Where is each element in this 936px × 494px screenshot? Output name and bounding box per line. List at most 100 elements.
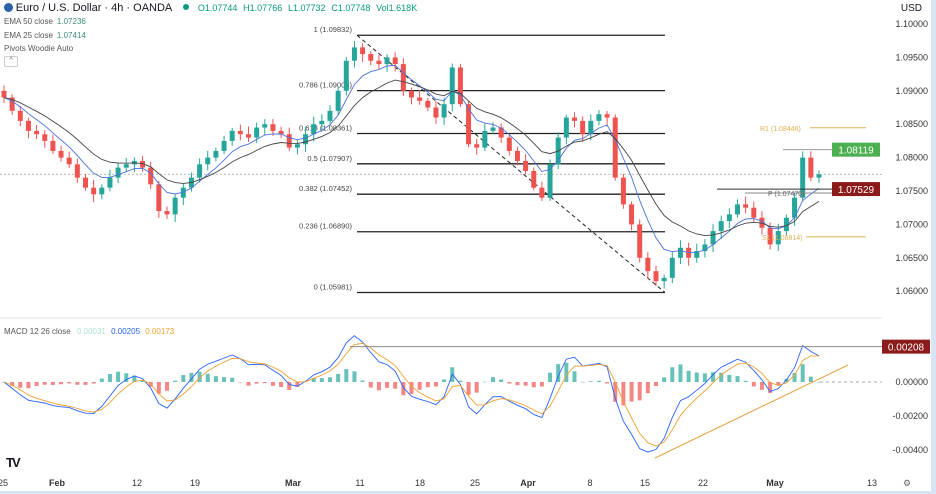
- macd-histogram-bar: [686, 370, 691, 382]
- indicator-ema50[interactable]: EMA 50 close 1.07236: [4, 17, 86, 26]
- candle-body: [115, 167, 121, 178]
- macd-histogram-bar: [26, 382, 31, 389]
- symbol-title[interactable]: Euro / U.S. Dollar · 4h · OANDA: [15, 2, 173, 14]
- macd-histogram-bar: [83, 382, 88, 385]
- macd-histogram-bar: [132, 375, 137, 382]
- candle-body: [498, 127, 504, 138]
- macd-histogram-bar: [458, 380, 463, 382]
- x-tick-label: 18: [415, 478, 425, 488]
- x-tick-label: 19: [190, 478, 200, 488]
- candle-body: [400, 64, 406, 91]
- tradingview-logo: TV: [6, 455, 21, 470]
- candle-body: [466, 104, 472, 145]
- x-tick-label: Mar: [285, 478, 302, 488]
- macd-histogram-bar: [491, 377, 495, 382]
- candle-body: [140, 160, 146, 168]
- candle-body: [637, 224, 643, 258]
- settings-gear-icon[interactable]: ⚙: [903, 478, 911, 488]
- candle-body: [661, 277, 667, 282]
- candle-body: [767, 227, 773, 245]
- candle-body: [205, 157, 211, 165]
- indicator-value: 1.07236: [56, 17, 86, 26]
- macd-histogram-bar: [645, 382, 650, 394]
- macd-histogram-bar: [702, 373, 707, 382]
- candle-body: [9, 97, 15, 111]
- indicator-macd[interactable]: MACD 12 26 close 0.00031 0.00205 0.00173: [4, 327, 174, 336]
- candle-body: [221, 140, 227, 151]
- macd-histogram-bar: [205, 373, 210, 382]
- macd-line: [3, 335, 820, 453]
- candle-body: [91, 187, 97, 195]
- y-tick-label: 1.06000: [895, 286, 928, 296]
- macd-histogram-bar: [279, 382, 284, 387]
- candle-body: [629, 204, 635, 225]
- candle-body: [246, 134, 251, 138]
- fib-level-label: 0.786 (1.09003): [299, 81, 352, 90]
- macd-histogram-bar: [776, 382, 781, 386]
- price-label-text: 1.07529: [838, 185, 875, 196]
- ohlc-high: H1.07766: [243, 3, 283, 13]
- macd-histogram-bar: [768, 382, 773, 393]
- macd-signal-line: [3, 342, 819, 447]
- macd-histogram-bar: [75, 382, 80, 385]
- x-tick-label: 12: [132, 478, 142, 488]
- y-tick-label: 1.10000: [895, 19, 928, 29]
- macd-histogram-bar: [564, 362, 569, 382]
- candle-body: [457, 67, 463, 105]
- macd-histogram-bar: [482, 381, 487, 383]
- y-tick-label: 1.08000: [895, 153, 928, 163]
- macd-histogram-bar: [360, 380, 365, 382]
- macd-histogram-bar: [295, 382, 300, 387]
- macd-histogram-bar: [466, 382, 471, 395]
- candle-body: [34, 130, 40, 135]
- y-tick-label: 1.07500: [895, 186, 928, 196]
- price-label-box: [832, 182, 880, 197]
- macd-histogram-bar: [59, 382, 64, 385]
- candle-body: [164, 211, 170, 215]
- macd-histogram-bar: [197, 371, 202, 382]
- candle-body: [474, 144, 480, 148]
- candle-body: [645, 257, 651, 272]
- macd-histogram-bar: [140, 380, 145, 382]
- x-tick-label: 25: [470, 478, 480, 488]
- candle-body: [123, 164, 129, 168]
- macd-histogram-bar: [523, 382, 528, 386]
- price-label-text: 1.08119: [838, 146, 874, 157]
- macd-histogram-bar: [328, 377, 332, 382]
- macd-histogram-bar: [417, 382, 422, 390]
- ohlc-open: O1.07744: [197, 3, 238, 13]
- macd-histogram-bar: [107, 373, 112, 382]
- macd-histogram-bar: [254, 382, 259, 384]
- price-axis: [882, 0, 932, 494]
- macd-histogram-bar: [91, 382, 96, 384]
- x-tick-label: 25: [0, 478, 8, 488]
- candle-body: [792, 197, 798, 218]
- macd-histogram-bar: [588, 381, 593, 382]
- macd-label-box: [882, 339, 930, 354]
- collapse-indicators-button[interactable]: ^: [4, 56, 18, 67]
- macd-histogram-bar: [605, 382, 610, 384]
- indicator-pivots[interactable]: Pivots Woodie Auto: [4, 44, 73, 53]
- y-tick-label: 1.08500: [895, 119, 928, 129]
- macd-histogram-bar: [409, 382, 414, 394]
- candle-body: [237, 130, 243, 135]
- candle-body: [490, 127, 496, 131]
- ohlc-close: C1.07748: [331, 3, 371, 13]
- macd-histogram-bar: [474, 382, 479, 393]
- indicator-label: MACD 12 26 close: [4, 327, 71, 336]
- indicator-label: Pivots Woodie Auto: [4, 44, 74, 53]
- x-tick-label: 13: [867, 478, 877, 488]
- candle-body: [694, 251, 700, 258]
- candle-body: [726, 214, 732, 222]
- candle-body: [319, 120, 325, 125]
- candle-body: [42, 134, 48, 141]
- candle-body: [311, 124, 317, 135]
- candle-body: [612, 117, 618, 178]
- macd-histogram-bar: [270, 382, 275, 386]
- candle-body: [197, 164, 203, 178]
- ohlc-volume: Vol1.618K: [376, 3, 418, 13]
- indicator-ema25[interactable]: EMA 25 close 1.07414: [4, 31, 86, 40]
- y-tick-label: 1.06500: [895, 253, 928, 263]
- macd-histogram-bar: [344, 369, 349, 382]
